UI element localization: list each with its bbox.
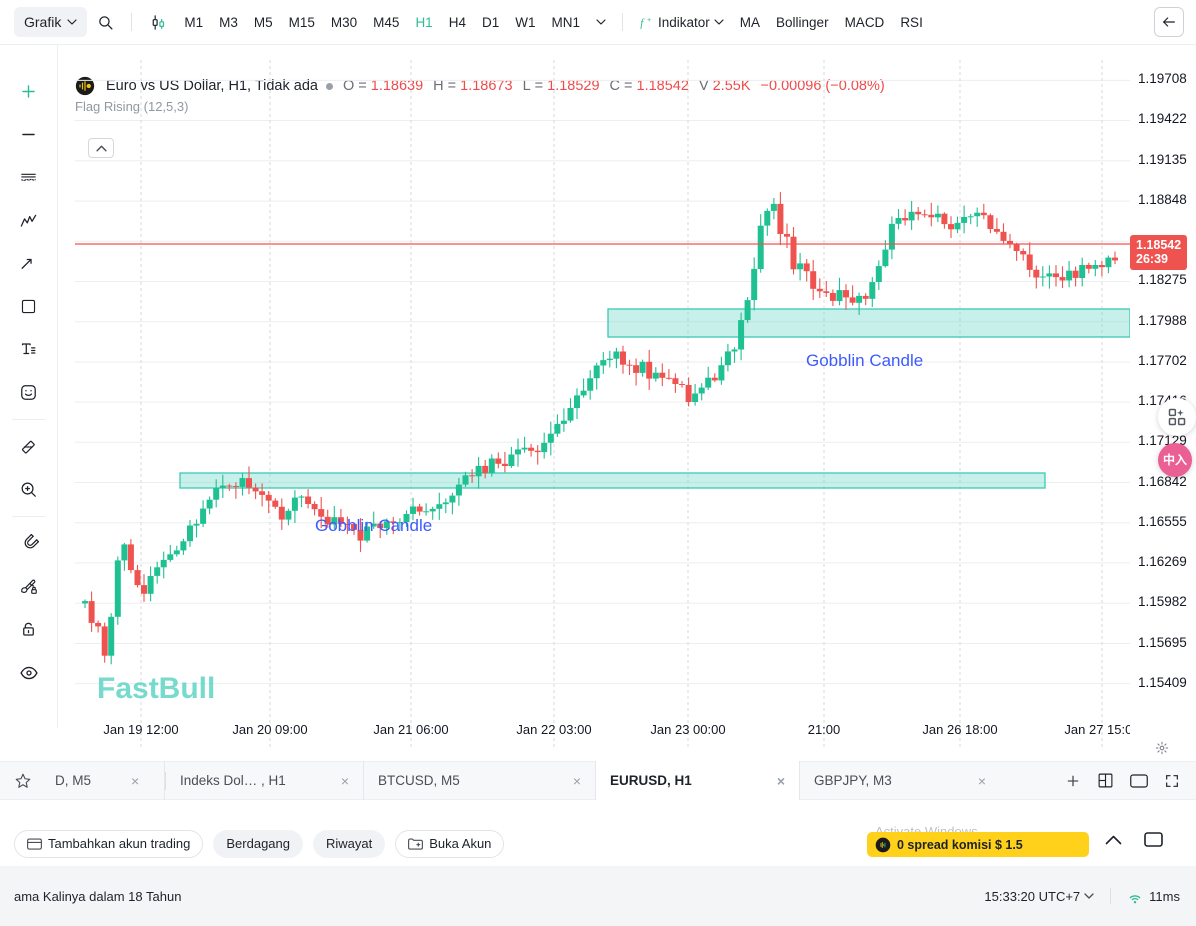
svg-text:FastBull: FastBull: [97, 672, 215, 705]
svg-text:Gobblin Candle: Gobblin Candle: [806, 351, 923, 370]
svg-text:+: +: [647, 16, 651, 23]
svg-text:f: f: [640, 17, 645, 29]
svg-text:Gobblin Candle: Gobblin Candle: [315, 516, 432, 535]
